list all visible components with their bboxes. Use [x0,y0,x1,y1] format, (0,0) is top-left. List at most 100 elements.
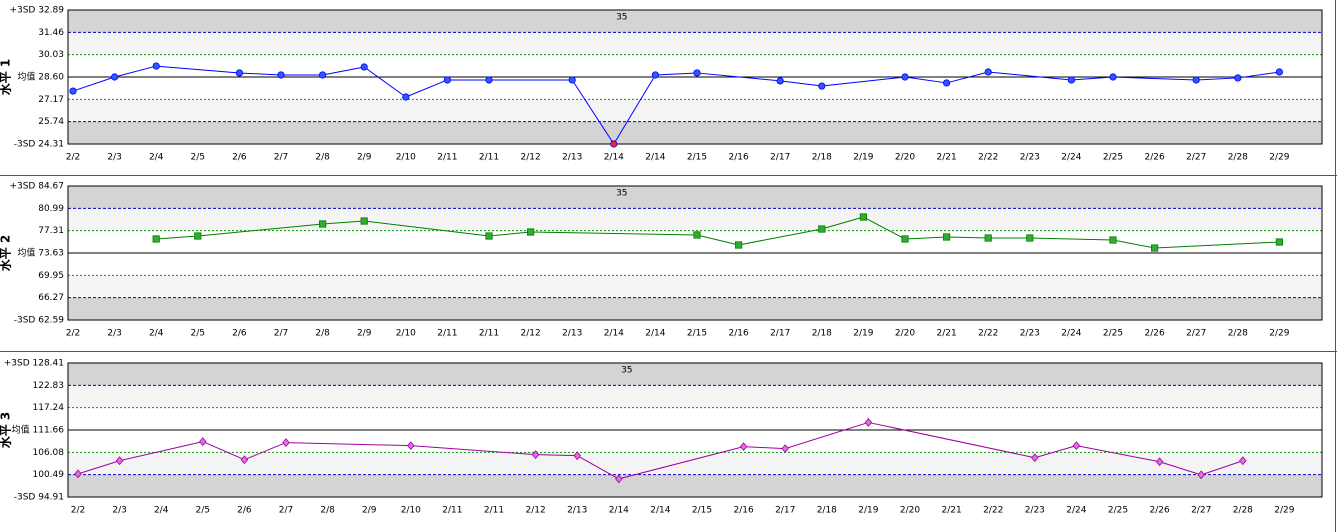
x-tick-label: 2/14 [604,153,624,163]
line-segment [1237,71,1280,79]
point [568,76,576,84]
y-tick-label: -3SD 24.31 [14,140,64,150]
x-tick-label: 2/11 [484,506,504,516]
point [152,235,160,243]
line-segment [72,76,115,92]
line-segment [946,71,989,84]
x-tick-label: 2/15 [687,329,707,339]
line-segment [410,445,536,456]
x-tick-label: 2/13 [562,153,582,163]
x-tick-label: 2/16 [728,329,748,339]
band [68,297,1322,320]
line-segment [738,228,822,246]
annotation: 35 [616,13,627,23]
point [485,76,493,84]
x-tick-label: 2/3 [112,506,126,516]
line-segment [156,65,240,74]
plot-border [67,362,1323,498]
point [407,441,415,451]
annotation: 35 [621,366,632,376]
line-segment [1071,76,1114,81]
y-axis-title: 水平 2 [0,235,13,272]
x-tick-label: 2/26 [1144,329,1164,339]
point [1109,73,1117,81]
y-tick-label: 80.99 [38,204,64,214]
band [68,275,1322,298]
x-tick-label: 2/18 [812,329,832,339]
point [1031,453,1039,463]
x-tick-label: 2/27 [1186,329,1206,339]
point [943,233,951,241]
line-segment [571,79,615,145]
line-segment [535,454,578,457]
x-tick-label: 2/3 [107,329,121,339]
point [74,469,82,479]
point [402,93,410,101]
x-tick-label: 2/22 [983,506,1003,516]
x-tick-label: 2/25 [1103,329,1123,339]
y-tick-label: 77.31 [38,226,64,236]
line-segment [322,220,365,225]
x-tick-label: 2/4 [154,506,169,516]
x-tick-label: 2/28 [1228,329,1248,339]
x-tick-label: 2/19 [853,329,873,339]
line-segment [119,441,203,462]
y-tick-label: 均值 111.66 [12,424,65,436]
x-tick-label: 2/11 [437,153,457,163]
x-tick-label: 2/7 [274,329,288,339]
point [69,87,77,95]
x-tick-label: 2/18 [812,153,832,163]
point [776,77,784,85]
y-tick-label: 122.83 [33,381,65,391]
line-segment [618,446,744,480]
x-tick-label: 2/5 [191,153,205,163]
point [739,442,748,452]
line-segment [1076,445,1160,463]
x-tick-label: 2/6 [232,153,247,163]
point [527,228,535,236]
x-tick-label: 2/29 [1274,506,1294,516]
x-tick-label: 2/28 [1228,153,1248,163]
point [818,82,826,90]
x-tick-label: 2/12 [520,153,540,163]
line-segment [613,74,656,145]
line-segment [780,80,822,87]
band [68,474,1322,497]
y-tick-label: 均值 73.63 [17,247,64,259]
x-tick-label: 2/14 [604,329,624,339]
point [240,455,249,465]
x-tick-label: 2/11 [479,153,499,163]
point [443,76,451,84]
line-segment [696,72,781,82]
x-tick-label: 2/21 [941,506,961,516]
line-segment [988,71,1072,81]
x-tick-label: 2/14 [645,329,665,339]
point [651,71,660,79]
line-segment [156,235,198,240]
point [1234,74,1242,82]
x-tick-label: 2/20 [895,153,915,163]
x-tick-label: 2/9 [357,153,372,163]
point [152,62,160,70]
x-tick-label: 2/21 [936,329,956,339]
point [781,444,789,454]
x-tick-label: 2/26 [1149,506,1169,516]
x-tick-label: 2/11 [479,329,499,339]
y-tick-label: -3SD 62.59 [14,316,65,326]
x-tick-label: 2/16 [733,506,753,516]
x-tick-label: 2/2 [66,329,80,339]
x-tick-label: 2/15 [692,506,712,516]
line-segment [576,455,620,480]
x-tick-label: 2/19 [853,153,873,163]
point [942,79,951,87]
x-tick-label: 2/2 [66,153,80,163]
plot-border [67,9,1323,145]
y-axis-title: 水平 3 [0,412,13,449]
point [1192,76,1200,84]
x-tick-label: 2/4 [149,329,164,339]
x-tick-label: 2/23 [1020,329,1040,339]
x-tick-label: 2/13 [562,329,582,339]
x-tick-label: 2/22 [978,329,998,339]
